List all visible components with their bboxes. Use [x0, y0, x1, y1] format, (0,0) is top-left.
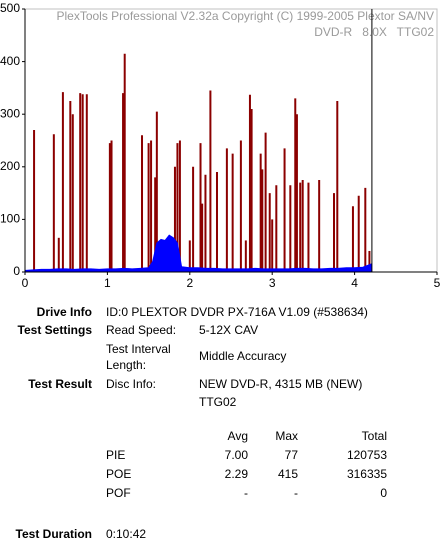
label: Test Settings	[18, 323, 93, 337]
x-tick-label: 0	[22, 276, 29, 290]
label: Length:	[106, 358, 146, 372]
stats-cell: PIE	[106, 448, 125, 462]
x-tick-label: 1	[104, 276, 111, 290]
label: Read Speed:	[106, 323, 176, 337]
x-tick-label: 4	[351, 276, 358, 290]
value: 0:10:42	[106, 527, 146, 541]
value: ID:0 PLEXTOR DVDR PX-716A V1.09 (#538634…	[106, 305, 368, 319]
stats-cell: 316335	[347, 467, 387, 481]
x-tick-label: 2	[186, 276, 193, 290]
stats-cell: POF	[106, 486, 131, 500]
header-line: PlexTools Professional V2.32a Copyright …	[56, 9, 434, 23]
value: TTG02	[199, 395, 237, 409]
header-line: DVD-R 8.0X TTG02	[314, 25, 434, 39]
y-tick-label: 400	[0, 54, 20, 68]
stats-cell: 120753	[347, 448, 387, 462]
y-tick-label: 0	[13, 264, 20, 278]
pie-area	[24, 234, 372, 273]
stats-cell: 2.29	[225, 467, 249, 481]
x-tick-label: 3	[269, 276, 276, 290]
value: NEW DVD-R, 4315 MB (NEW)	[199, 377, 362, 391]
stats-cell: 0	[380, 486, 387, 500]
stats-cell: -	[244, 486, 248, 500]
x-tick-label: 5	[434, 276, 441, 290]
plot-area	[24, 8, 438, 273]
stats-cell: 415	[278, 467, 298, 481]
label: Test Result	[28, 377, 92, 391]
stats-header: Max	[275, 429, 298, 443]
stats-cell: 7.00	[225, 448, 249, 462]
label: Disc Info:	[106, 377, 156, 391]
y-tick-label: 300	[0, 106, 20, 120]
label: Drive Info	[37, 305, 92, 319]
y-tick-label: 500	[0, 1, 20, 15]
stats-header: Avg	[228, 429, 248, 443]
stats-cell: 77	[285, 448, 299, 462]
label: Test Interval	[106, 342, 171, 356]
y-tick-label: 100	[0, 212, 20, 226]
value: 5-12X CAV	[199, 323, 258, 337]
stats-header: Total	[362, 429, 387, 443]
stats-cell: POE	[106, 467, 131, 481]
value: Middle Accuracy	[199, 349, 286, 363]
stats-cell: -	[294, 486, 298, 500]
label: Test Duration	[16, 527, 92, 541]
y-tick-label: 200	[0, 159, 20, 173]
